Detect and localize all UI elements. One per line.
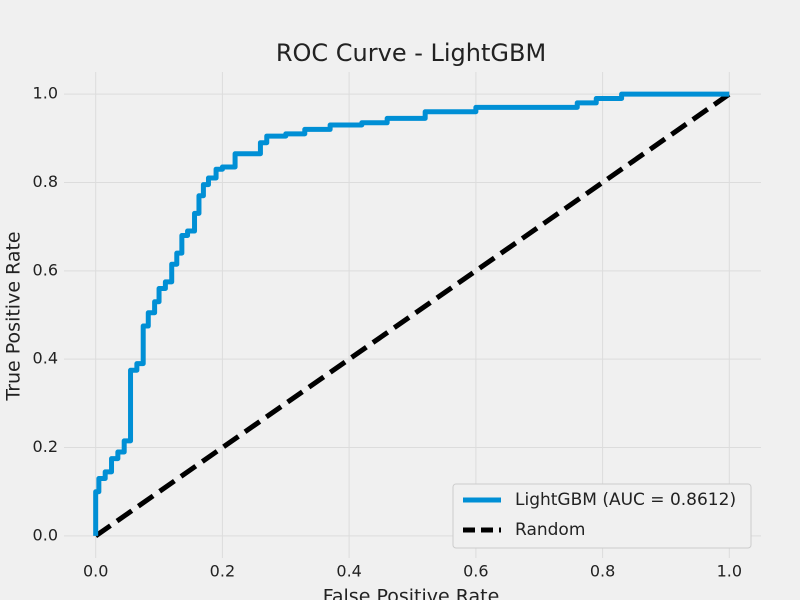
- x-tick-label: 0.6: [463, 562, 488, 581]
- x-tick-label: 1.0: [717, 562, 742, 581]
- legend-label: Random: [515, 520, 585, 540]
- legend: LightGBM (AUC = 0.8612) Random: [452, 483, 752, 549]
- x-tick-label: 0.0: [83, 562, 108, 581]
- y-tick-label: 0.2: [33, 437, 58, 456]
- legend-box: [452, 483, 752, 549]
- x-tick-label: 0.2: [210, 562, 235, 581]
- chart-title: ROC Curve - LightGBM: [276, 39, 546, 67]
- y-tick-label: 0.6: [33, 260, 58, 279]
- legend-label: LightGBM (AUC = 0.8612): [515, 490, 736, 510]
- x-axis-label: False Positive Rate: [323, 586, 500, 600]
- x-tick-label: 0.4: [336, 562, 361, 581]
- line-series: [93, 91, 730, 536]
- y-tick-label: 0.4: [33, 349, 58, 368]
- y-axis-label: True Positive Rate: [3, 231, 25, 401]
- y-tick-label: 1.0: [33, 84, 58, 103]
- y-tick-label: 0.8: [33, 172, 58, 191]
- y-tick-label: 0.0: [33, 525, 58, 544]
- x-tick-label: 0.8: [590, 562, 615, 581]
